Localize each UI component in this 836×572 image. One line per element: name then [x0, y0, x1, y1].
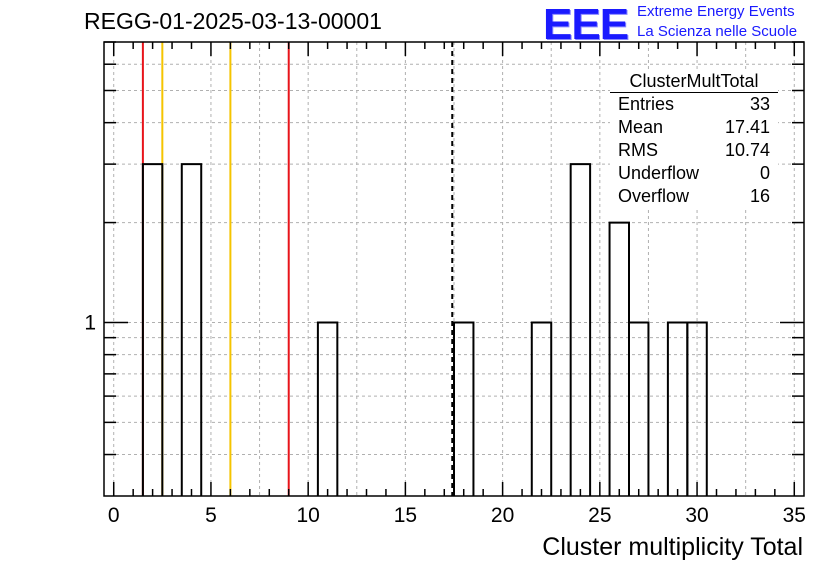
eee-logo: EEE [543, 0, 629, 49]
x-tick-label: 10 [296, 504, 319, 527]
x-tick-label: 5 [205, 504, 217, 527]
x-tick-label: 15 [394, 504, 417, 527]
stats-row-underflow: Underflow 0 [610, 162, 778, 185]
x-tick-label: 20 [491, 504, 514, 527]
stats-title: ClusterMultTotal [610, 70, 778, 93]
stats-label: Underflow [618, 163, 700, 183]
x-tick-label: 25 [588, 504, 611, 527]
x-axis-label: Cluster multiplicity Total [542, 533, 803, 561]
stats-row-rms: RMS 10.74 [610, 139, 778, 162]
x-tick-label: 0 [108, 504, 120, 527]
stats-row-entries: Entries 33 [610, 93, 778, 116]
stats-label: RMS [618, 140, 658, 160]
histogram-bin [141, 163, 164, 496]
histogram-bin [316, 321, 339, 496]
stats-value: 17.41 [724, 117, 770, 137]
histogram-bin [453, 321, 475, 496]
stats-row-mean: Mean 17.41 [610, 116, 778, 139]
plot-frame [103, 41, 805, 497]
stats-label: Overflow [618, 186, 690, 206]
stats-row-overflow: Overflow 16 [610, 185, 778, 208]
stats-value: 10.74 [724, 140, 770, 160]
stats-label: Mean [618, 117, 664, 137]
x-tick-label: 35 [783, 504, 806, 527]
histogram-bin [180, 163, 203, 496]
x-tick-label: 30 [685, 504, 708, 527]
org-name-line2: La Scienza nelle Scuole [637, 23, 798, 40]
histogram-bin [666, 321, 689, 496]
stats-box: ClusterMultTotal Entries 33 Mean 17.41 R… [610, 70, 778, 208]
org-name-line1: Extreme Energy Events [637, 3, 795, 20]
histogram-bin [530, 321, 553, 496]
stats-value: 0 [759, 163, 770, 183]
histogram-bin [569, 163, 592, 496]
stats-value: 33 [749, 94, 770, 114]
y-tick-label: 1 [84, 311, 96, 334]
histogram-bin [686, 321, 708, 496]
stats-value: 16 [749, 186, 770, 206]
stats-label: Entries [618, 94, 675, 114]
histogram-bin [628, 321, 650, 496]
chart-title: REGG-01-2025-03-13-00001 [84, 8, 382, 34]
